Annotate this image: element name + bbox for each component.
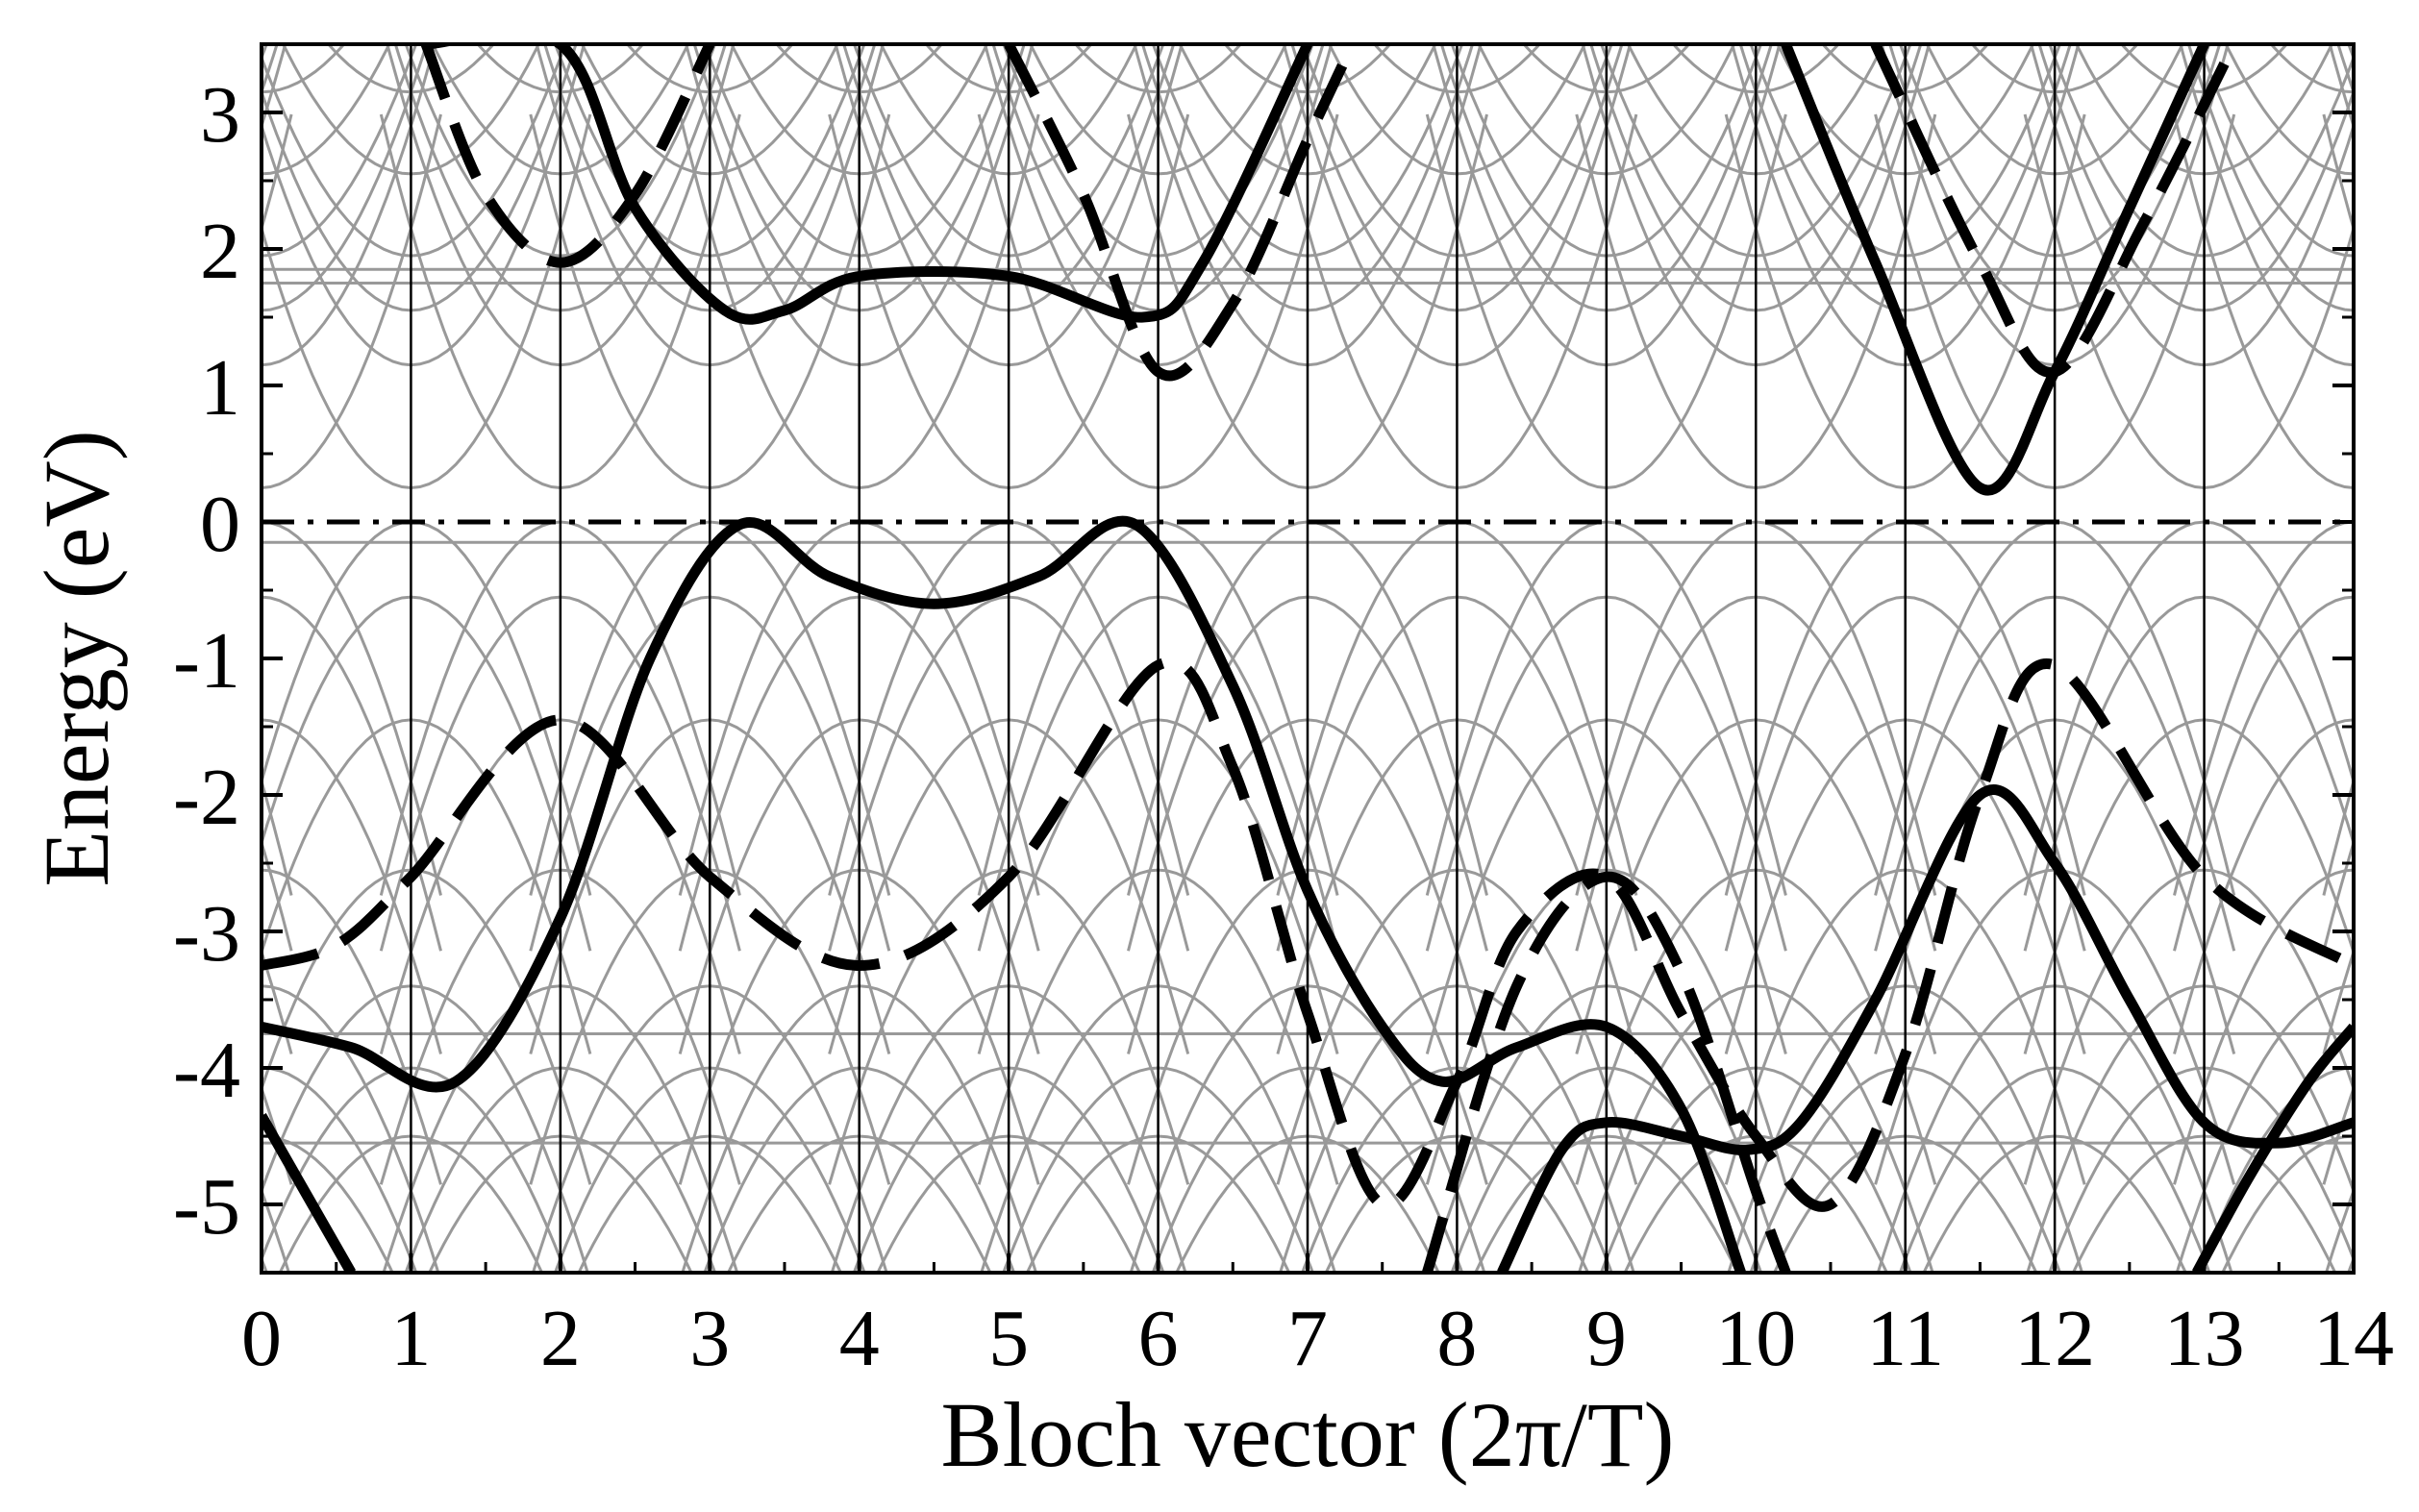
background-band-u0-14 — [2175, 114, 2419, 488]
background-band-u1-15 — [2324, 21, 2419, 365]
y-tick-label--5: -5 — [173, 1162, 240, 1252]
x-tick-label-3: 3 — [689, 1294, 730, 1383]
background-band-l1-14 — [2175, 597, 2419, 951]
band-series-0-solid — [262, 1116, 351, 1273]
band-series-8-dashed — [1009, 44, 1353, 376]
y-tick-label-1: 1 — [200, 343, 240, 433]
y-axis-title: Energy (eV) — [25, 430, 128, 886]
background-band-l0-15 — [2324, 522, 2419, 896]
x-tick-label-12: 12 — [2014, 1294, 2095, 1383]
background-band-u3-14 — [2175, 0, 2419, 256]
x-tick-label-14: 14 — [2313, 1294, 2394, 1383]
x-tick-label-8: 8 — [1436, 1294, 1477, 1383]
background-band-l2-14 — [2175, 720, 2419, 1054]
x-tick-label-2: 2 — [540, 1294, 581, 1383]
background-band-l0-14 — [2175, 522, 2419, 896]
y-tick-label--3: -3 — [173, 889, 240, 979]
y-tick-label--2: -2 — [173, 753, 240, 842]
background-band-u4--1 — [0, 0, 291, 174]
x-tick-label-4: 4 — [839, 1294, 880, 1383]
y-tick-label--4: -4 — [173, 1026, 240, 1115]
background-band-u2-15 — [2324, 0, 2419, 310]
x-tick-label-0: 0 — [241, 1294, 282, 1383]
x-axis-title: Bloch vector (2π/T) — [941, 1383, 1675, 1486]
vertical-grid-lines — [411, 44, 2204, 1273]
background-band-u3--1 — [0, 0, 291, 256]
x-tick-label-7: 7 — [1287, 1294, 1328, 1383]
background-band-l1-15 — [2324, 597, 2419, 951]
band-series-1-solid — [262, 521, 1741, 1273]
background-band-u5--1 — [0, 0, 291, 92]
x-tick-label-11: 11 — [1866, 1294, 1944, 1383]
background-band-u2--1 — [0, 0, 291, 310]
background-band-u4-15 — [2324, 0, 2419, 174]
background-band-l3--1 — [0, 870, 291, 1184]
x-tick-label-9: 9 — [1586, 1294, 1627, 1383]
background-band-l4--1 — [0, 986, 291, 1281]
y-tick-labels: 3 2 1 0 -1 -2 -3 -4 -5 — [173, 70, 240, 1252]
background-band-u2-14 — [2175, 0, 2419, 310]
x-tick-label-1: 1 — [390, 1294, 431, 1383]
y-tick-label--1: -1 — [173, 616, 240, 706]
x-tick-label-13: 13 — [2164, 1294, 2245, 1383]
y-tick-label-0: 0 — [200, 480, 240, 569]
background-band-u1--1 — [0, 21, 291, 365]
x-tick-label-6: 6 — [1138, 1294, 1179, 1383]
y-tick-label-2: 2 — [200, 207, 240, 296]
y-tick-label-3: 3 — [200, 70, 240, 160]
x-tick-label-10: 10 — [1715, 1294, 1796, 1383]
x-tick-label-5: 5 — [988, 1294, 1029, 1383]
background-band-u3-15 — [2324, 0, 2419, 256]
background-band-l2-15 — [2324, 720, 2419, 1054]
